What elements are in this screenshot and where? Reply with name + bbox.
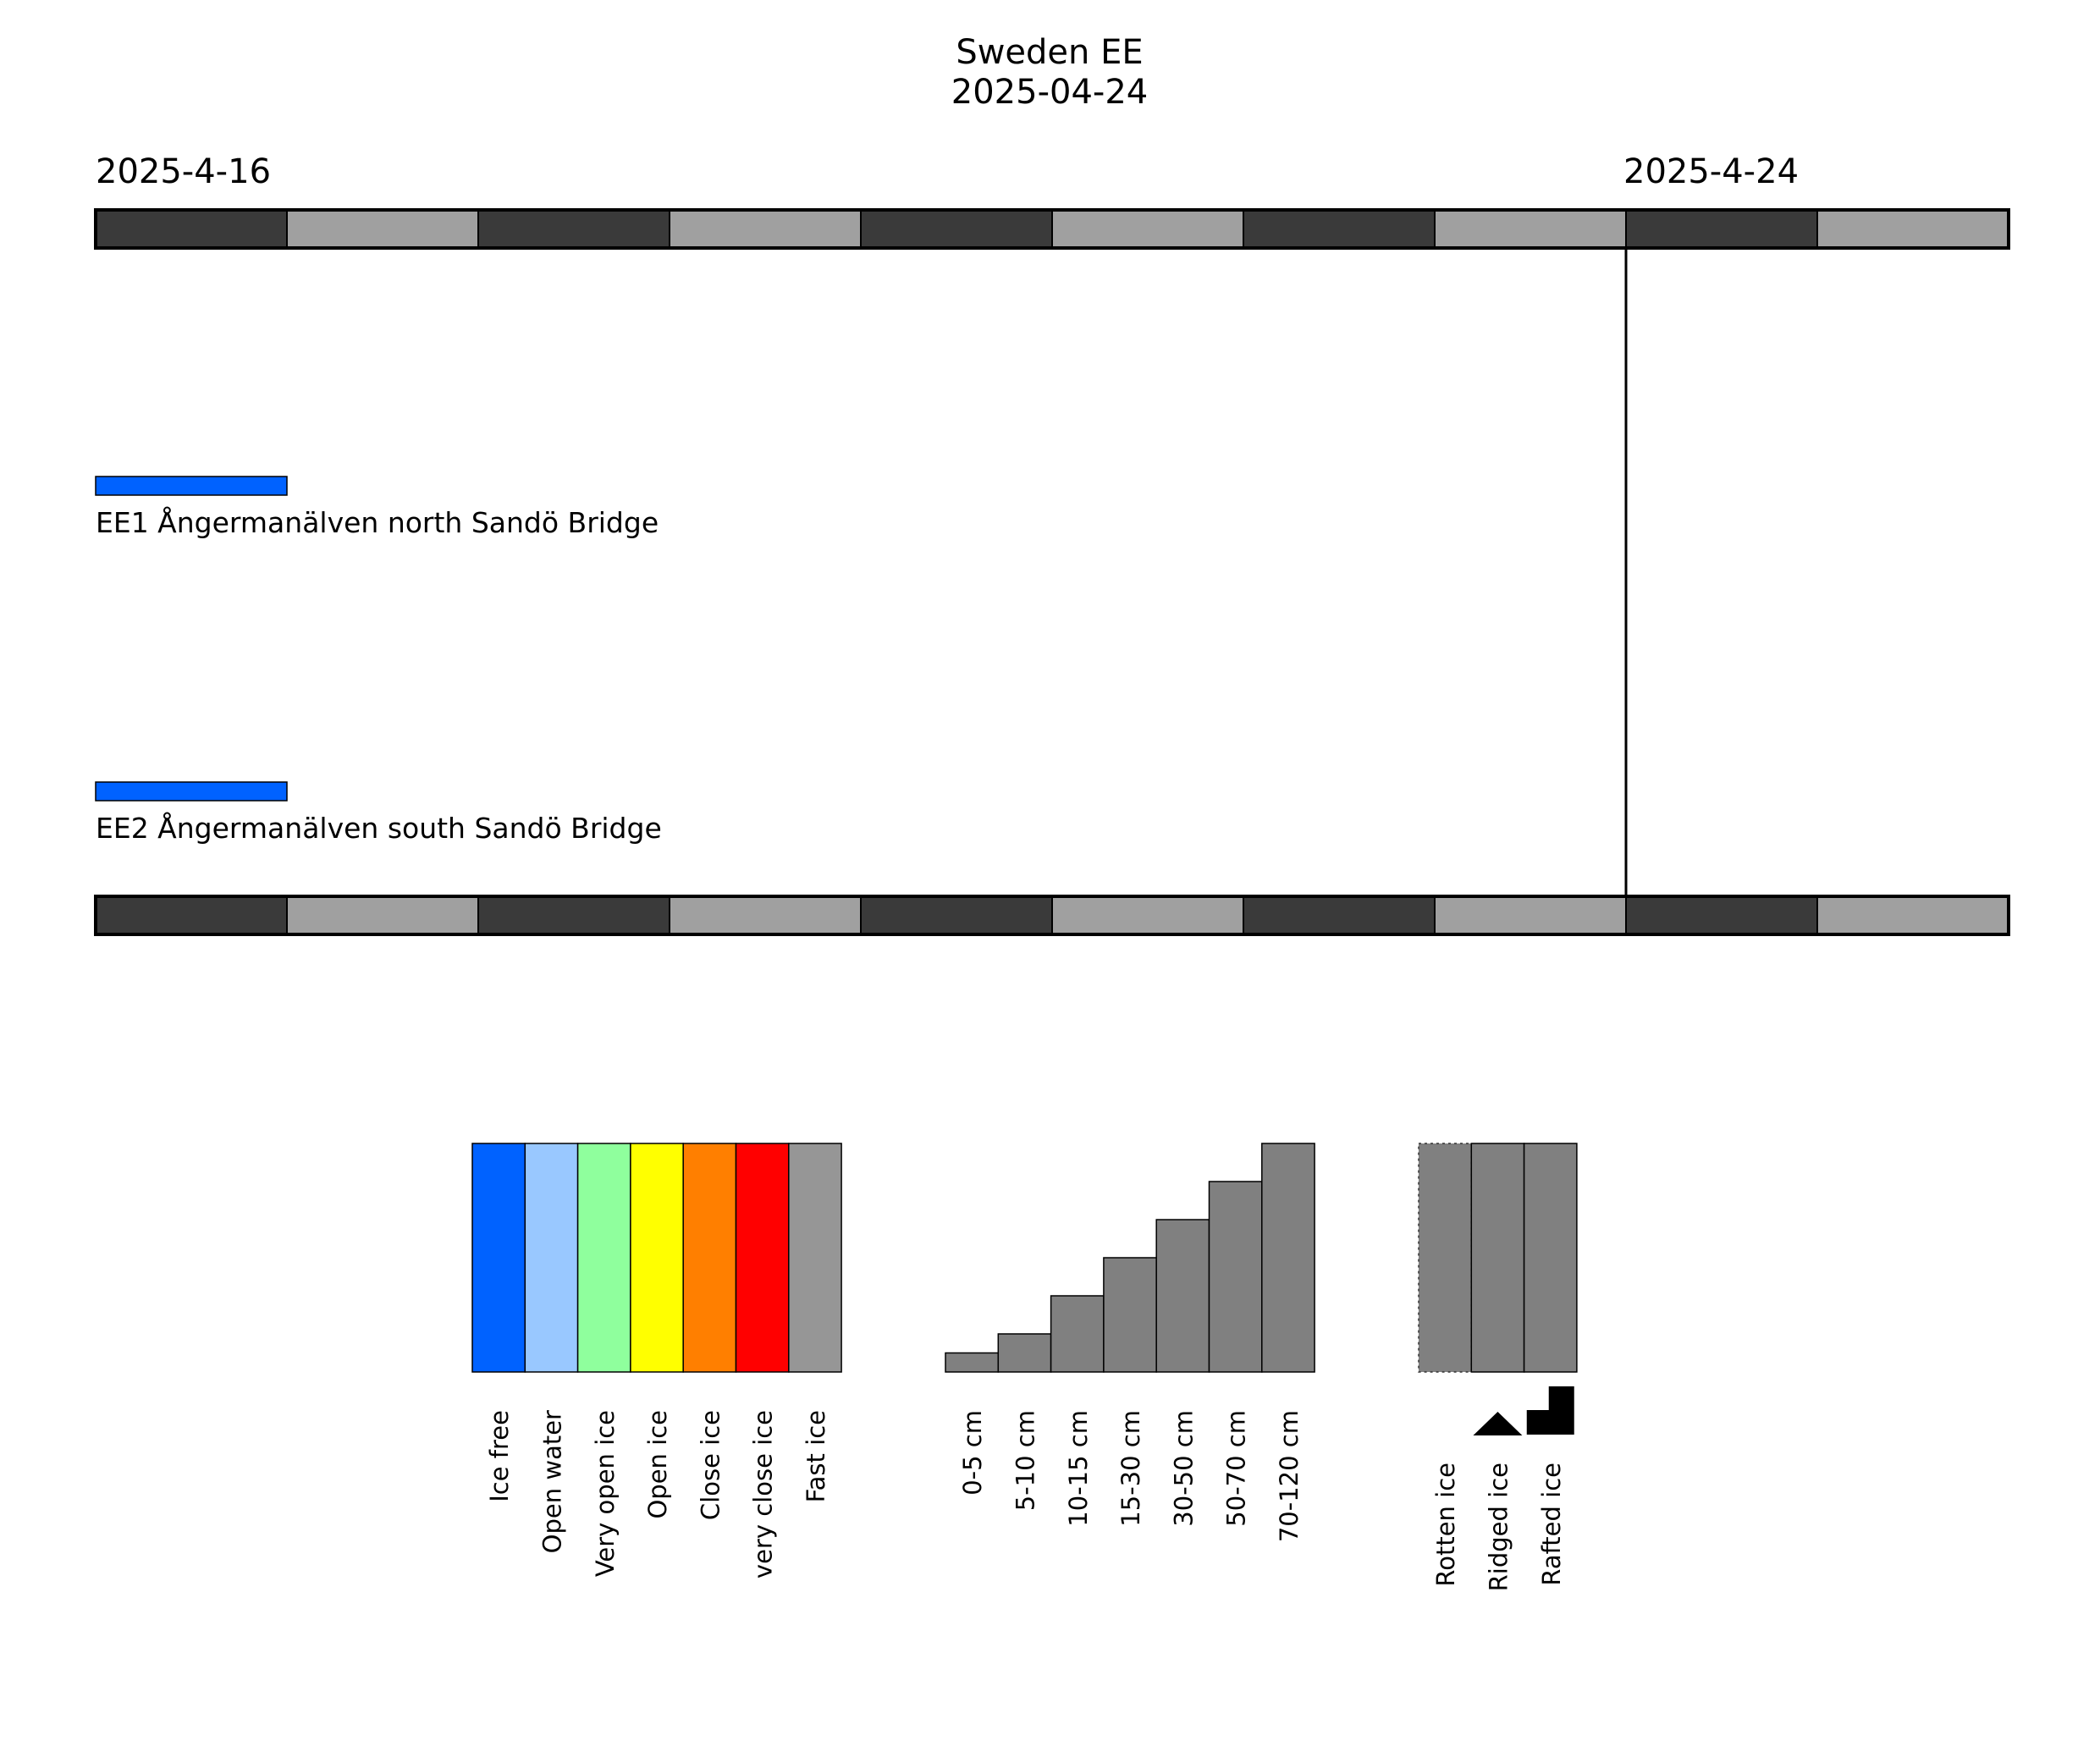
thickness-label: 15-30 cm — [1116, 1410, 1145, 1527]
station-segment — [95, 476, 288, 496]
thickness-bar — [1050, 1295, 1105, 1373]
thickness-bar — [1208, 1181, 1263, 1373]
concentration-swatch — [682, 1143, 737, 1373]
thickness-bar — [945, 1352, 1000, 1373]
thickness-bar — [1261, 1143, 1315, 1373]
station-rows: EE1 Ångermanälven north Sandö Bridge EE2 … — [95, 476, 662, 845]
thickness-label: 5-10 cm — [1011, 1410, 1039, 1511]
day-cell — [286, 209, 479, 249]
concentration-swatch — [788, 1143, 842, 1373]
day-cell — [860, 209, 1053, 249]
day-cell — [669, 209, 862, 249]
day-cell — [1434, 895, 1627, 935]
legend-ice-type: Rotten ice Ridged ice Rafted ice — [1418, 1143, 1578, 1591]
concentration-label: Close ice — [696, 1410, 725, 1520]
day-cell — [1625, 209, 1818, 249]
day-cell — [95, 209, 288, 249]
axis-end-label: 2025-4-24 — [1623, 152, 1799, 191]
ice-type-swatch — [1418, 1143, 1473, 1373]
station-label: EE1 Ångermanälven north Sandö Bridge — [96, 505, 659, 539]
concentration-label: Ice free — [485, 1410, 514, 1502]
thickness-label: 30-50 cm — [1169, 1410, 1198, 1527]
thickness-label: 70-120 cm — [1275, 1410, 1304, 1542]
thickness-label: 50-70 cm — [1222, 1410, 1251, 1527]
concentration-label: Very open ice — [591, 1410, 620, 1577]
day-cell — [1816, 895, 2009, 935]
day-cell — [1243, 895, 1436, 935]
thickness-label: 10-15 cm — [1064, 1410, 1093, 1527]
station-label: EE2 Ångermanälven south Sandö Bridge — [96, 811, 662, 845]
thickness-bar — [997, 1333, 1052, 1373]
day-cell — [1816, 209, 2009, 249]
axis-frame — [94, 895, 2010, 936]
ice-type-label: Rafted ice — [1537, 1463, 1566, 1586]
thickness-bar — [1155, 1219, 1210, 1373]
chart-subtitle: 2025-04-24 — [951, 73, 1148, 112]
day-cell — [477, 209, 670, 249]
day-cell — [95, 895, 288, 935]
day-cell — [1625, 895, 1818, 935]
rafted-step-icon — [1526, 1386, 1574, 1435]
concentration-swatch — [576, 1143, 631, 1373]
legend-thickness: 0-5 cm 5-10 cm 10-15 cm 15-30 cm 30-50 cm 50-… — [945, 1143, 1315, 1542]
day-cell — [860, 895, 1053, 935]
day-cell — [286, 895, 479, 935]
ice-type-swatch — [1523, 1143, 1578, 1373]
ice-type-swatch — [1470, 1143, 1525, 1373]
day-cell — [669, 895, 862, 935]
bottom-date-axis — [94, 895, 2010, 936]
thickness-label: 0-5 cm — [958, 1410, 987, 1496]
axis-frame — [94, 208, 2010, 250]
station-segment — [95, 781, 288, 802]
chart-title: Sweden EE — [956, 33, 1143, 72]
concentration-label: Fast ice — [802, 1410, 830, 1502]
ice-type-label: Rotten ice — [1431, 1463, 1460, 1587]
concentration-swatch — [735, 1143, 790, 1373]
concentration-label: very close ice — [749, 1410, 778, 1578]
concentration-label: Open ice — [643, 1410, 672, 1519]
concentration-swatch — [630, 1143, 684, 1373]
axis-start-label: 2025-4-16 — [96, 152, 271, 191]
day-cell — [1434, 209, 1627, 249]
concentration-swatch — [471, 1143, 526, 1373]
day-cell — [1051, 209, 1244, 249]
ridged-triangle-icon — [1473, 1412, 1523, 1435]
top-date-axis — [94, 208, 2010, 250]
thickness-bar — [1103, 1257, 1157, 1373]
concentration-label: Open water — [537, 1410, 566, 1553]
day-cell — [477, 895, 670, 935]
ice-type-label: Ridged ice — [1484, 1463, 1513, 1591]
concentration-swatch — [524, 1143, 579, 1373]
day-cell — [1243, 209, 1436, 249]
legend-concentration: Ice free Open water Very open ice Open ice C… — [471, 1143, 842, 1578]
day-cell — [1051, 895, 1244, 935]
